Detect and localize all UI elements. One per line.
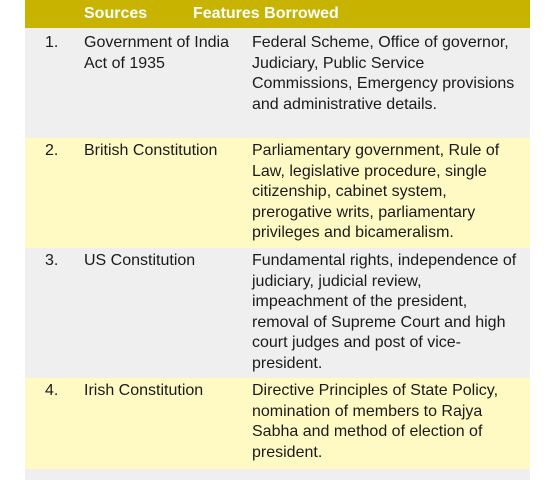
table-row: 3. US Constitution Fundamental rights, i… [25,248,530,378]
row-source: Irish Constitution [84,382,204,399]
row-features: Directive Principles of State Policy, no… [252,382,499,461]
row-features: Federal Scheme, Office of governor, Judi… [252,34,515,113]
row-number: 3. [45,252,59,269]
table-footer-strip [25,469,530,480]
row-features: Fundamental rights, independence of judi… [252,252,517,372]
row-source: Government of India Act of 1935 [84,34,229,72]
header-sources: Sources [84,5,148,22]
row-features: Parliamentary government, Rule of Law, l… [252,142,500,241]
header-features-borrowed: Features Borrowed [193,5,339,22]
sources-table: Sources Features Borrowed 1. Government … [25,0,530,480]
table-row: 1. Government of India Act of 1935 Feder… [25,28,530,138]
row-source: US Constitution [84,252,196,269]
table-row: 4. Irish Constitution Directive Principl… [25,378,530,469]
row-number: 2. [45,142,59,159]
row-number: 1. [45,34,59,51]
table-header: Sources Features Borrowed [25,0,530,28]
row-number: 4. [45,382,59,399]
table-row: 2. British Constitution Parliamentary go… [25,138,530,248]
row-source: British Constitution [84,142,218,159]
